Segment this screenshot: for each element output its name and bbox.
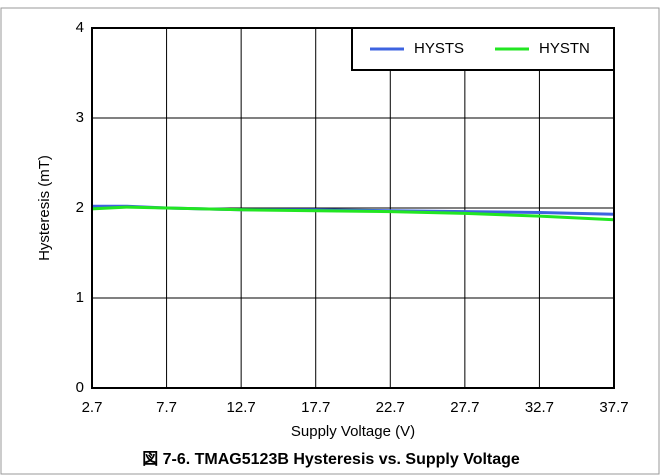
y-tick-label: 2: [76, 199, 84, 216]
x-tick-label: 12.7: [227, 399, 256, 416]
y-tick-label: 3: [76, 109, 84, 126]
x-tick-label: 22.7: [376, 399, 405, 416]
y-tick-label: 1: [76, 289, 84, 306]
caption: 図 7-6. TMAG5123B Hysteresis vs. Supply V…: [142, 450, 520, 468]
y-tick-label: 0: [76, 379, 84, 396]
y-tick-label: 4: [76, 19, 84, 36]
x-tick-label: 32.7: [525, 399, 554, 416]
x-axis-label: Supply Voltage (V): [291, 423, 415, 440]
x-tick-label: 2.7: [82, 399, 103, 416]
series-line: [91, 205, 615, 222]
x-tick-label: 17.7: [301, 399, 330, 416]
y-axis-label: Hysteresis (mT): [36, 155, 53, 261]
legend-label: HYSTN: [539, 40, 590, 57]
legend: HYSTS HYSTN: [351, 27, 615, 71]
frame: [0, 7, 660, 475]
x-tick-label: 27.7: [450, 399, 479, 416]
x-tick-label: 37.7: [599, 399, 628, 416]
legend-label: HYSTS: [414, 40, 464, 57]
x-tick-label: 7.7: [156, 399, 177, 416]
